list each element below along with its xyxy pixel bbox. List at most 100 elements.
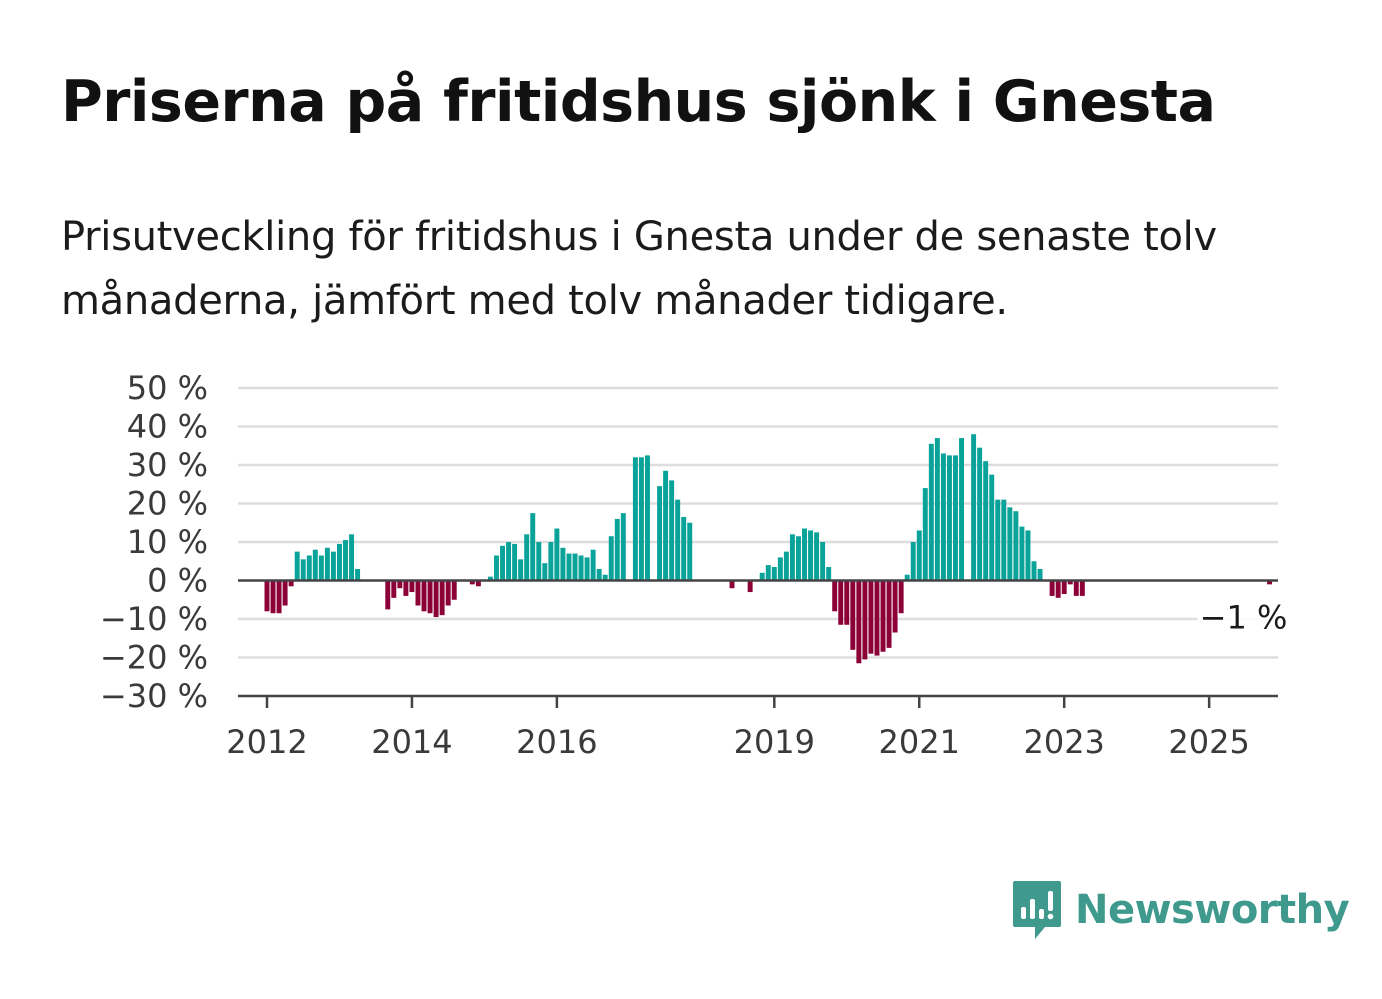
brand-name: Newsworthy <box>1075 887 1350 933</box>
bar <box>904 574 910 581</box>
brand-logo: Newsworthy <box>1011 878 1350 942</box>
bars <box>264 434 1273 664</box>
bar <box>349 534 355 581</box>
bar <box>439 580 445 616</box>
bar <box>989 474 995 581</box>
bar <box>922 488 928 581</box>
bar <box>759 572 765 581</box>
bar <box>880 580 886 652</box>
bar <box>747 580 753 593</box>
bar <box>548 542 554 581</box>
x-tick-label: 2025 <box>1168 723 1249 761</box>
bar <box>886 580 892 648</box>
bar <box>264 580 270 612</box>
x-tick-label: 2016 <box>516 723 597 761</box>
newsworthy-logo-icon <box>1013 881 1061 939</box>
y-tick-label: −20 % <box>100 639 208 677</box>
bar <box>578 555 584 581</box>
bar <box>536 542 542 581</box>
bar <box>343 540 348 581</box>
bar <box>1067 580 1073 585</box>
bar <box>566 553 572 581</box>
y-tick-label: 10 % <box>127 523 208 561</box>
bar <box>1001 499 1007 581</box>
bar <box>1055 580 1061 598</box>
y-tick-label: 30 % <box>127 446 208 484</box>
bar <box>306 555 312 581</box>
bar <box>554 528 560 581</box>
axes <box>238 579 1278 708</box>
x-tick-label: 2012 <box>226 723 307 761</box>
bar <box>409 580 415 593</box>
bar <box>385 580 391 610</box>
bar <box>638 457 644 581</box>
bar <box>469 580 475 585</box>
bar <box>415 580 421 606</box>
x-tick-label: 2023 <box>1023 723 1104 761</box>
y-tick-label: −30 % <box>100 677 208 715</box>
bar <box>1079 580 1085 596</box>
x-tick-label: 2021 <box>879 723 960 761</box>
y-tick-label: 40 % <box>127 408 208 446</box>
bar <box>288 580 294 587</box>
bar <box>1013 511 1019 581</box>
bar <box>620 513 626 581</box>
bar <box>518 559 524 581</box>
bar <box>608 536 614 581</box>
bar <box>294 551 300 581</box>
bar <box>934 438 940 581</box>
bar <box>1049 580 1055 596</box>
bar <box>777 557 783 581</box>
bar <box>892 580 898 633</box>
bar <box>995 499 1001 581</box>
y-tick-label: 0 % <box>147 562 208 600</box>
bar <box>318 555 324 581</box>
bar <box>657 486 663 581</box>
bar <box>983 461 989 581</box>
bar <box>826 567 832 581</box>
bar <box>451 580 457 600</box>
bar <box>928 443 934 581</box>
bar <box>783 551 789 581</box>
bar <box>874 580 880 656</box>
bar <box>1037 568 1043 581</box>
bar <box>336 543 342 581</box>
bar <box>844 580 850 625</box>
annotation-bg <box>1197 598 1288 639</box>
bar <box>312 549 318 581</box>
bar <box>971 434 977 581</box>
bar <box>560 547 566 581</box>
bar <box>530 513 536 581</box>
bar <box>1267 580 1273 585</box>
chart-title: Priserna på fritidshus sjönk i Gnesta <box>61 69 1216 135</box>
bar <box>500 545 505 581</box>
chart-subtitle: Prisutveckling för fritidshus i Gnesta u… <box>61 214 1217 324</box>
bar <box>330 551 336 581</box>
bar <box>494 555 499 581</box>
grid-lines <box>238 386 1278 659</box>
bar <box>403 580 409 596</box>
y-tick-label: 50 % <box>127 369 208 407</box>
bar <box>765 565 771 581</box>
bar <box>946 455 952 581</box>
bar <box>282 580 288 606</box>
bar <box>433 580 439 618</box>
bar <box>898 580 904 614</box>
bar <box>270 580 276 614</box>
bar <box>1007 507 1013 581</box>
bar <box>1061 580 1067 594</box>
bar <box>795 536 801 581</box>
bar <box>953 455 958 581</box>
bar <box>596 568 602 581</box>
bar <box>729 580 735 589</box>
bar <box>1073 580 1079 596</box>
bar <box>475 580 481 587</box>
bar <box>910 542 916 581</box>
bar <box>1031 561 1037 581</box>
bar <box>771 567 777 581</box>
x-tick-label: 2014 <box>371 723 452 761</box>
bar <box>355 568 361 581</box>
bar <box>675 499 681 581</box>
bar <box>276 580 282 614</box>
bar <box>789 534 795 581</box>
